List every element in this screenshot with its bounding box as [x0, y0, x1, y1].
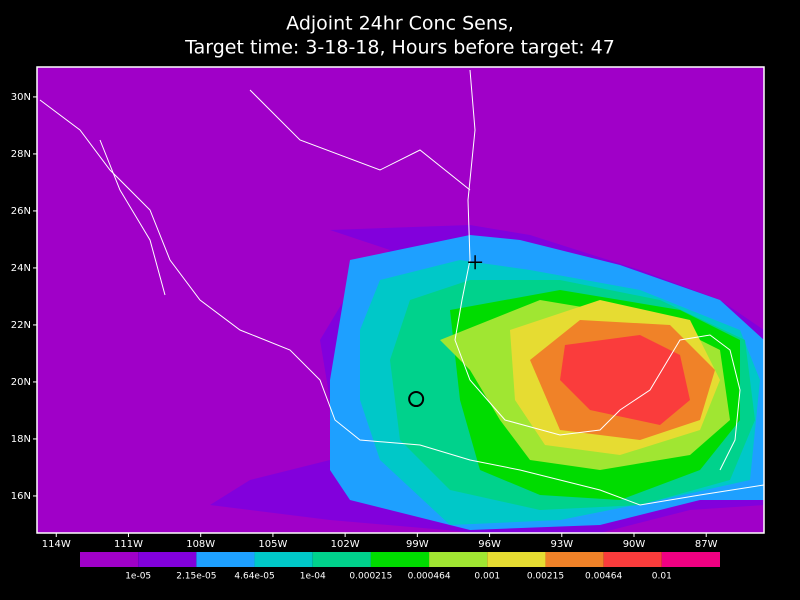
colorbar-box: [661, 552, 720, 567]
colorbar-box: [545, 552, 604, 567]
colorbar-box: [312, 552, 371, 567]
map-area: [36, 66, 765, 534]
colorbar-label: 4.64e-05: [234, 572, 274, 582]
x-tick-label: 111W: [114, 539, 143, 550]
colorbar-box: [196, 552, 255, 567]
coastline: [39, 99, 765, 506]
x-tick-label: 90W: [623, 539, 646, 550]
colorbar-label: 2.15e-05: [176, 572, 216, 582]
colorbar-label: 0.001: [474, 572, 500, 582]
colorbar-box: [254, 552, 313, 567]
y-tick-label: 20N: [11, 377, 31, 388]
y-tick-label: 22N: [11, 320, 31, 331]
title-line: Target time: 3-18-18, Hours before targe…: [184, 37, 615, 59]
colorbar-box: [80, 552, 139, 567]
x-tick-label: 102W: [331, 539, 360, 550]
y-tick-label: 26N: [11, 206, 31, 217]
colorbar-label: 0.000215: [349, 572, 392, 582]
marker-circle: [408, 391, 425, 408]
colorbar-label: 0.00464: [585, 572, 622, 582]
x-tick-label: 105W: [258, 539, 287, 550]
colorbar-box: [429, 552, 488, 567]
x-tick-label: 87W: [695, 539, 718, 550]
colorbar-label: 0.01: [652, 572, 672, 582]
y-tick-label: 18N: [11, 434, 31, 445]
coastlines: [39, 69, 765, 506]
x-tick-label: 93W: [550, 539, 573, 550]
y-tick-label: 28N: [11, 149, 31, 160]
y-tick-label: 30N: [11, 92, 31, 103]
y-tick-label: 16N: [11, 491, 31, 502]
marker-plus: [468, 255, 483, 270]
colorbar-box: [603, 552, 662, 567]
title-line: Adjoint 24hr Conc Sens,: [286, 13, 514, 35]
colorbar-label: 0.00215: [527, 572, 564, 582]
y-tick-label: 24N: [11, 263, 31, 274]
colorbar-box: [138, 552, 197, 567]
coastline: [99, 139, 166, 296]
x-tick-label: 108W: [186, 539, 215, 550]
colorbar-label: 1e-04: [300, 572, 326, 582]
x-tick-label: 114W: [42, 539, 71, 550]
border: [249, 89, 471, 191]
coastline: [454, 69, 741, 471]
colorbar-label: 1e-05: [125, 572, 151, 582]
frame: [36, 66, 765, 534]
colorbar-box: [370, 552, 430, 567]
x-tick-label: 96W: [478, 539, 501, 550]
colorbar-box: [487, 552, 546, 567]
x-tick-label: 99W: [406, 539, 429, 550]
contour: [560, 335, 690, 425]
colorbar-label: 0.000464: [408, 572, 451, 582]
